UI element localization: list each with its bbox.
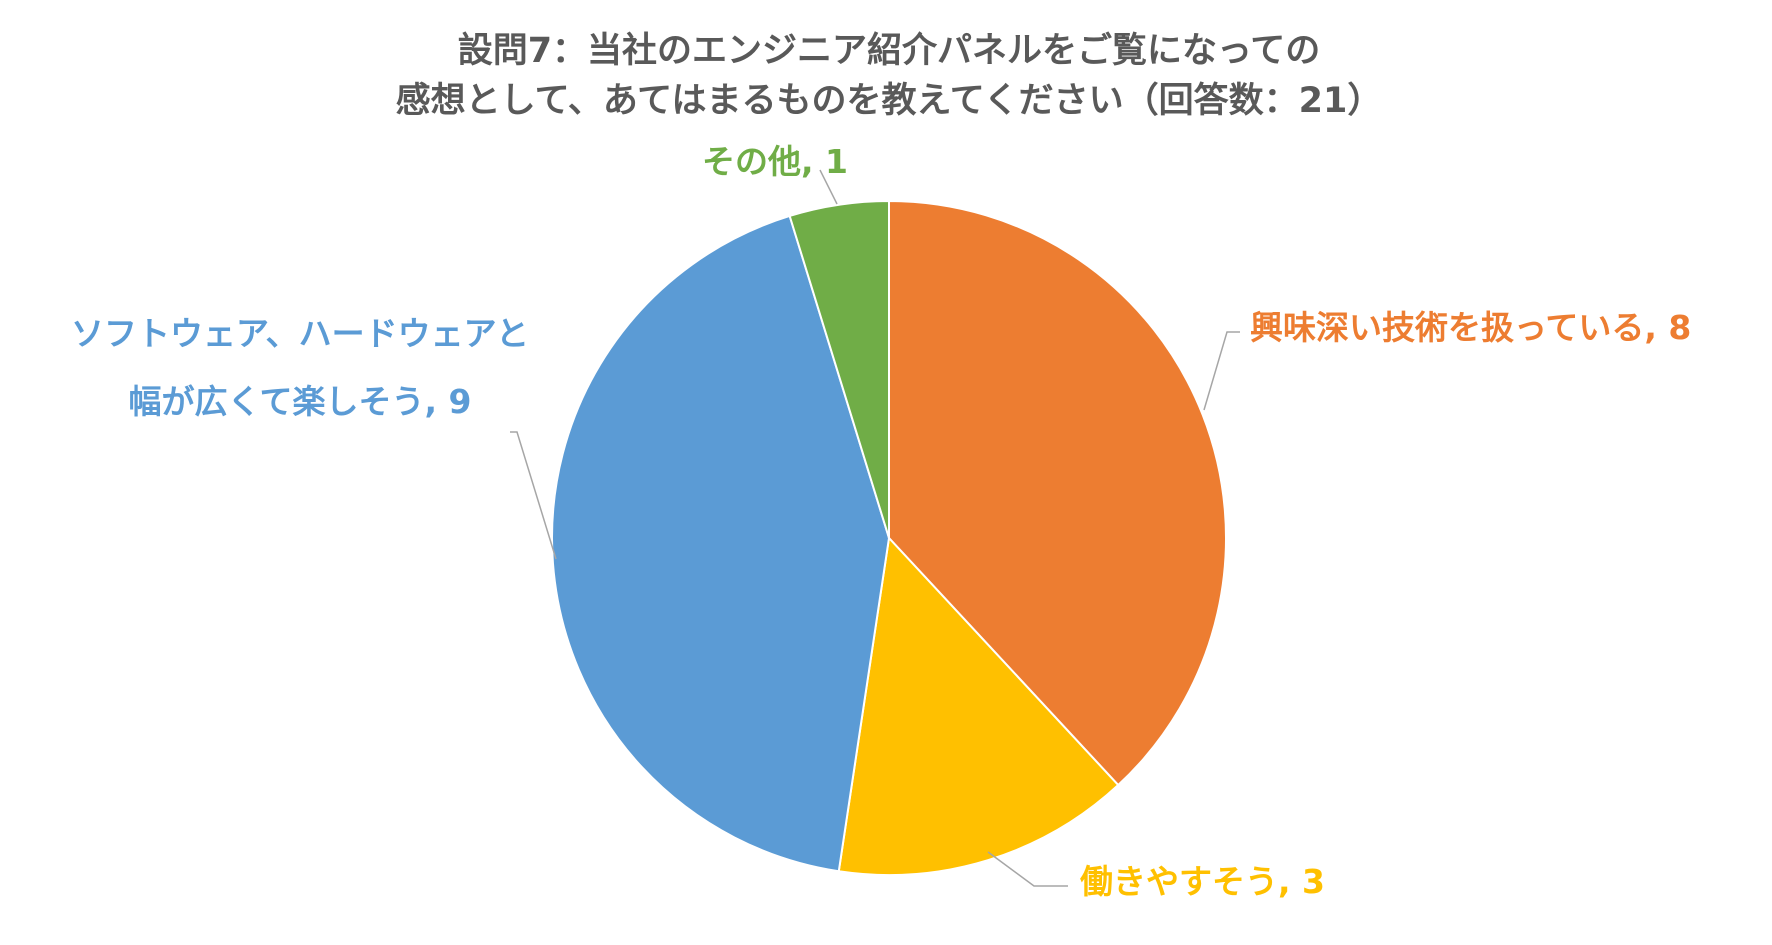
leader-line [1203,331,1240,411]
category-label: その他 [702,142,801,181]
leader-line [819,169,838,205]
leader-lines [510,169,1240,887]
leader-line [510,431,557,560]
category-label: 興味深い技術を扱っている [1250,308,1645,347]
pie-slice [888,199,1227,787]
chart-title: 設問7：当社のエンジニア紹介パネルをご覧になっての [458,31,1321,71]
data-label: 興味深い技術を扱っている, 8 [1250,294,1770,362]
value-label: , 8 [1644,308,1692,347]
value-label: , 1 [801,142,848,181]
chart-title: 感想として、あてはまるものを教えてください（回答数：21） [396,81,1383,121]
pie-slice [788,199,890,539]
data-label: ソフトウェア、ハードウェアと幅が広くて楽しそう, 9 [60,300,540,436]
pie-slice [837,535,1120,876]
pie [551,199,1227,876]
data-label: その他, 1 [660,128,890,196]
value-label: , 3 [1278,862,1325,901]
category-label: ソフトウェア、ハードウェアと幅が広くて楽しそう [70,314,530,421]
data-label: 働きやすそう, 3 [1080,848,1380,916]
leader-line [987,851,1068,887]
value-label: , 9 [424,382,472,421]
category-label: 働きやすそう [1080,862,1278,901]
pie-slice [551,214,891,873]
